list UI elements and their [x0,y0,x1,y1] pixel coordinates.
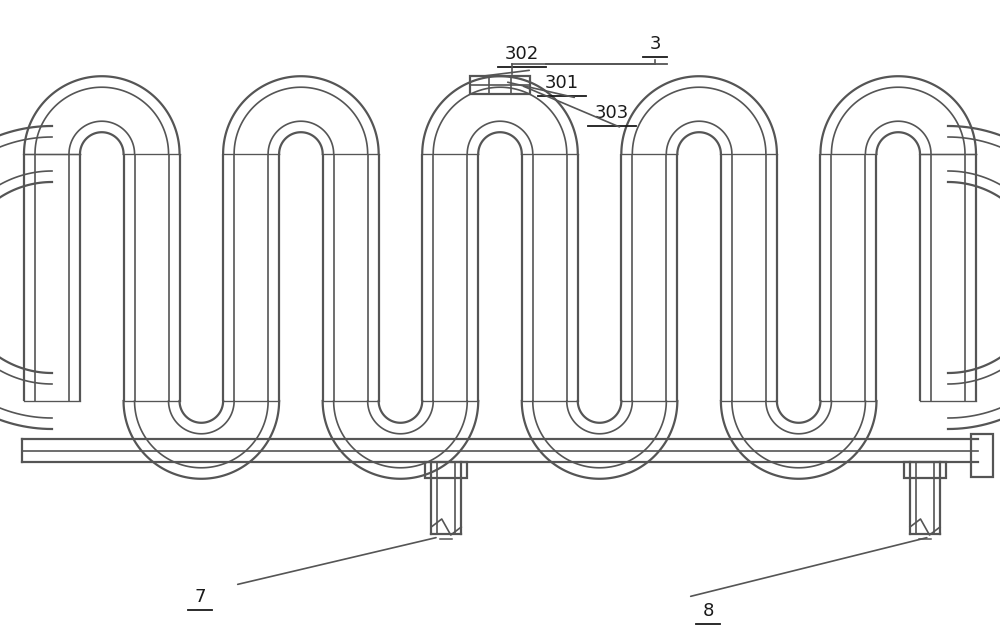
Text: 3: 3 [649,35,661,53]
Text: 301: 301 [545,74,579,92]
Bar [425,462,467,478]
Text: 302: 302 [505,45,539,63]
Bar [470,76,530,94]
Text: 8: 8 [702,602,714,620]
Bar [971,434,993,477]
Text: 7: 7 [194,588,206,606]
Text: 303: 303 [595,104,629,122]
Bar [904,462,946,478]
